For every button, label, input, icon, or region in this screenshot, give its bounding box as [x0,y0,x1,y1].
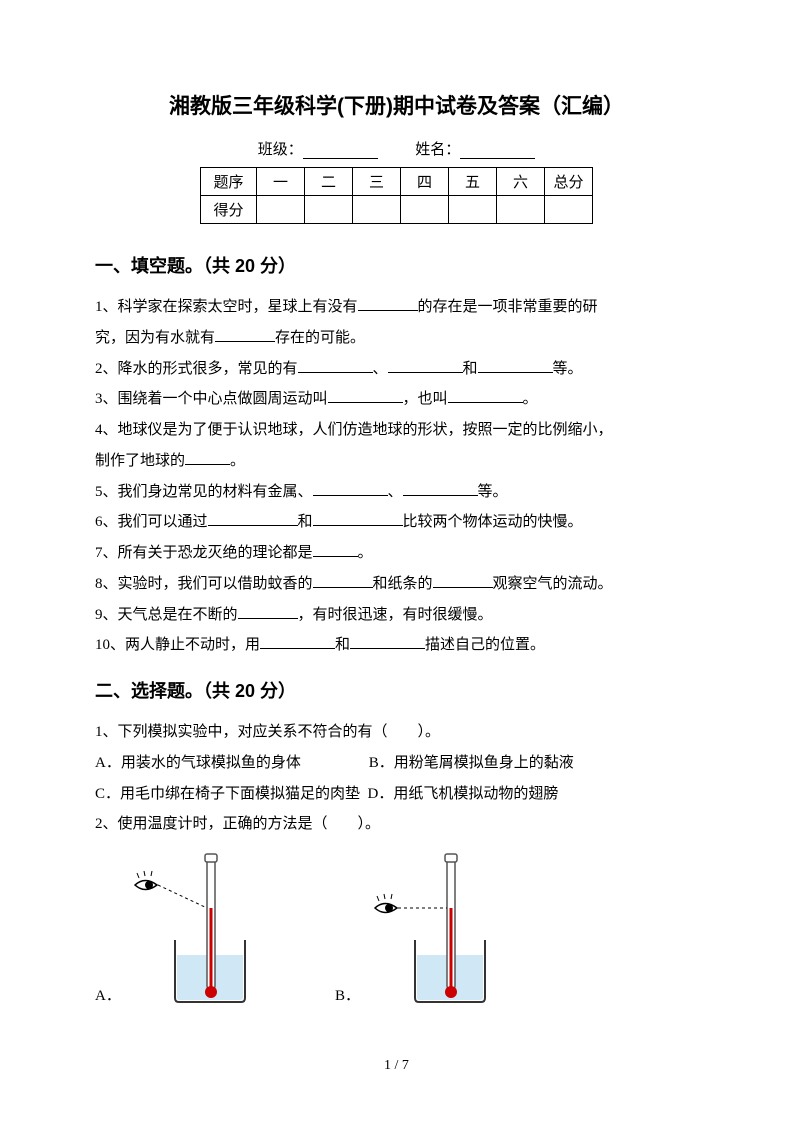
thermometer-diagram-b [365,850,515,1005]
fill-blank[interactable] [238,604,298,619]
header-cell: 三 [353,168,401,196]
score-cell[interactable] [257,196,305,224]
q-text: 描述自己的位置。 [425,637,545,653]
question-8: 8、实验时，我们可以借助蚊香的 和纸条的 观察空气的流动。 [95,569,698,600]
header-cell: 总分 [545,168,593,196]
header-cell: 二 [305,168,353,196]
q-text: ，有时很迅速，有时很缓慢。 [298,607,493,623]
q-text: 8、实验时，我们可以借助蚊香的 [95,576,313,592]
fill-blank[interactable] [358,296,418,311]
q-text: 1、下列模拟实验中，对应关系不符合的有（ ）。 [95,724,440,740]
q-text: 和 [463,361,478,377]
section1-title: 一、填空题。（共 20 分） [95,252,698,278]
fill-blank[interactable] [313,542,358,557]
page-title: 湘教版三年级科学(下册)期中试卷及答案（汇编） [95,90,698,120]
score-cell[interactable] [545,196,593,224]
q-text: 。 [523,391,538,407]
score-cell[interactable] [305,196,353,224]
header-cell: 四 [401,168,449,196]
q-text: 观察空气的流动。 [493,576,613,592]
fill-blank[interactable] [403,481,478,496]
q-text: 和 [335,637,350,653]
question-7: 7、所有关于恐龙灭绝的理论都是 。 [95,538,698,569]
fill-blank[interactable] [350,634,425,649]
q-text: 1、科学家在探索太空时，星球上有没有 [95,299,358,315]
option-c: C．用毛巾绑在椅子下面模拟猫足的肉垫 [95,779,360,810]
q-text: 4、地球仪是为了便于认识地球，人们仿造地球的形状，按照一定的比例缩小， [95,422,613,438]
q-text: 5、我们身边常见的材料有金属、 [95,484,313,500]
q-text: 和 [298,514,313,530]
q-text: 10、两人静止不动时，用 [95,637,260,653]
q-text: 、 [373,361,388,377]
info-line: 班级： 姓名： [95,138,698,159]
q-text: 存在的可能。 [275,330,365,346]
page-number: 1 / 7 [0,1058,793,1074]
mc-question-1: 1、下列模拟实验中，对应关系不符合的有（ ）。 A．用装水的气球模拟鱼的身体 B… [95,717,698,809]
fill-blank[interactable] [328,388,403,403]
question-9: 9、天气总是在不断的 ，有时很迅速，有时很缓慢。 [95,600,698,631]
q-text: 。 [230,453,245,469]
q-text: 等。 [553,361,583,377]
option-b-label: B． [335,984,365,1005]
question-10: 10、两人静止不动时，用 和 描述自己的位置。 [95,630,698,661]
table-row: 题序 一 二 三 四 五 六 总分 [201,168,593,196]
q-text: 、 [388,484,403,500]
q-text: 比较两个物体运动的快慢。 [403,514,583,530]
score-table: 题序 一 二 三 四 五 六 总分 得分 [200,167,593,224]
header-cell: 五 [449,168,497,196]
fill-blank[interactable] [185,450,230,465]
score-label-cell: 得分 [201,196,257,224]
section2-title: 二、选择题。（共 20 分） [95,677,698,703]
q-text: 9、天气总是在不断的 [95,607,238,623]
question-2: 2、降水的形式很多，常见的有 、 和 等。 [95,354,698,385]
question-4: 4、地球仪是为了便于认识地球，人们仿造地球的形状，按照一定的比例缩小， 制作了地… [95,415,698,477]
q-text: 2、降水的形式很多，常见的有 [95,361,298,377]
q-text: 等。 [478,484,508,500]
option-a-label: A． [95,984,125,1005]
q-text: 和纸条的 [373,576,433,592]
class-label: 班级： [258,142,303,158]
fill-blank[interactable] [260,634,335,649]
score-cell[interactable] [449,196,497,224]
q-text: 2、使用温度计时，正确的方法是（ ）。 [95,816,380,832]
q-text: 制作了地球的 [95,453,185,469]
thermometer-diagram-a [125,850,275,1005]
question-5: 5、我们身边常见的材料有金属、 、 等。 [95,477,698,508]
question-1: 1、科学家在探索太空时，星球上有没有 的存在是一项非常重要的研 究，因为有水就有 存… [95,292,698,354]
option-d: D．用纸飞机模拟动物的翅膀 [368,786,559,802]
fill-blank[interactable] [208,511,298,526]
diagram-row: A． B． [95,850,698,1005]
q-text: 7、所有关于恐龙灭绝的理论都是 [95,545,313,561]
q-text: 3、围绕着一个中心点做圆周运动叫 [95,391,328,407]
mc-question-2: 2、使用温度计时，正确的方法是（ ）。 [95,809,698,840]
option-a: A．用装水的气球模拟鱼的身体 [95,748,365,779]
header-cell: 一 [257,168,305,196]
q-text: 。 [358,545,373,561]
fill-blank[interactable] [215,327,275,342]
fill-blank[interactable] [313,573,373,588]
fill-blank[interactable] [388,358,463,373]
option-b: B．用粉笔屑模拟鱼身上的黏液 [369,755,574,771]
q-text: ，也叫 [403,391,448,407]
question-6: 6、我们可以通过 和 比较两个物体运动的快慢。 [95,507,698,538]
class-blank[interactable] [303,144,378,159]
fill-blank[interactable] [478,358,553,373]
q-text: 究，因为有水就有 [95,330,215,346]
score-cell[interactable] [353,196,401,224]
header-cell: 六 [497,168,545,196]
question-3: 3、围绕着一个中心点做圆周运动叫 ，也叫 。 [95,384,698,415]
table-row: 得分 [201,196,593,224]
score-cell[interactable] [497,196,545,224]
fill-blank[interactable] [313,511,403,526]
header-cell: 题序 [201,168,257,196]
score-cell[interactable] [401,196,449,224]
fill-blank[interactable] [298,358,373,373]
fill-blank[interactable] [433,573,493,588]
fill-blank[interactable] [448,388,523,403]
name-blank[interactable] [460,144,535,159]
q-text: 的存在是一项非常重要的研 [418,299,598,315]
name-label: 姓名： [415,142,460,158]
fill-blank[interactable] [313,481,388,496]
q-text: 6、我们可以通过 [95,514,208,530]
